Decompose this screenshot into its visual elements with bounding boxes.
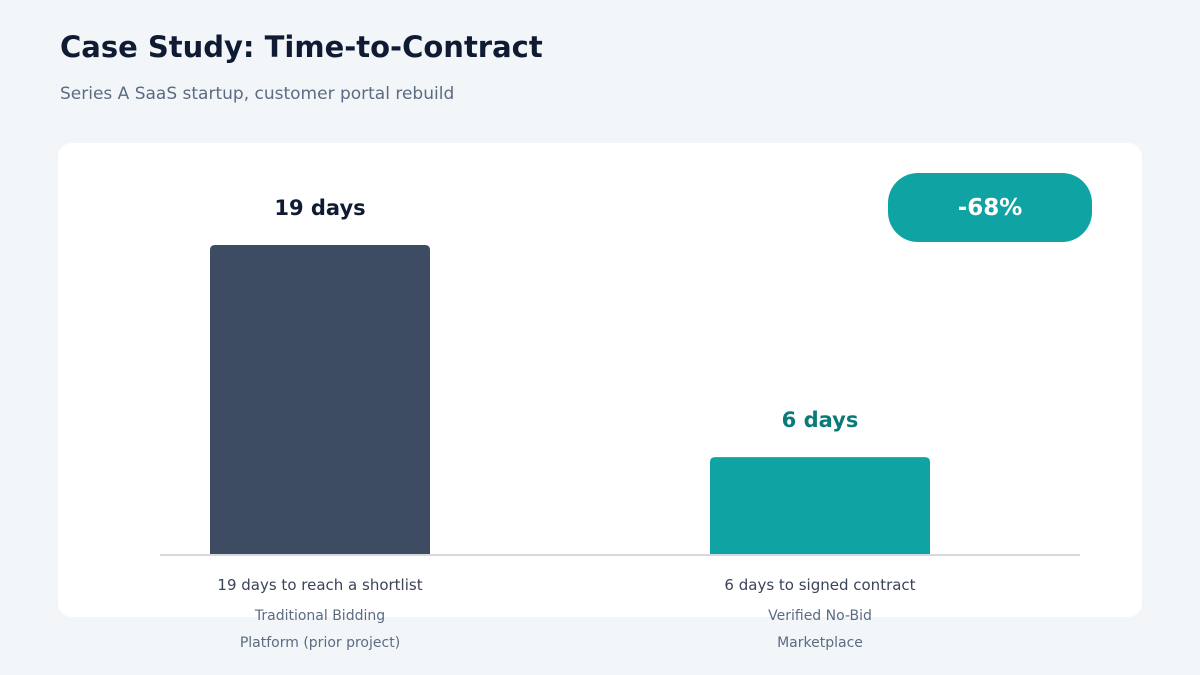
bar-2 — [710, 457, 930, 555]
page-title: Case Study: Time-to-Contract — [60, 30, 543, 64]
data-label-2: 6 days — [782, 408, 859, 432]
page-subtitle: Series A SaaS startup, customer portal r… — [60, 84, 455, 104]
bar-1 — [210, 245, 430, 555]
category-label-1-line-1: Traditional Bidding — [254, 608, 385, 624]
bar-caption-2: 6 days to signed contract — [724, 576, 915, 594]
category-label-2-line-2: Marketplace — [777, 635, 863, 651]
bar-caption-1: 19 days to reach a shortlist — [217, 576, 422, 594]
category-label-2-line-1: Verified No-Bid — [768, 608, 872, 624]
data-label-1: 19 days — [274, 196, 365, 220]
reduction-badge: -68% — [888, 173, 1092, 242]
category-label-1-line-2: Platform (prior project) — [240, 635, 400, 651]
